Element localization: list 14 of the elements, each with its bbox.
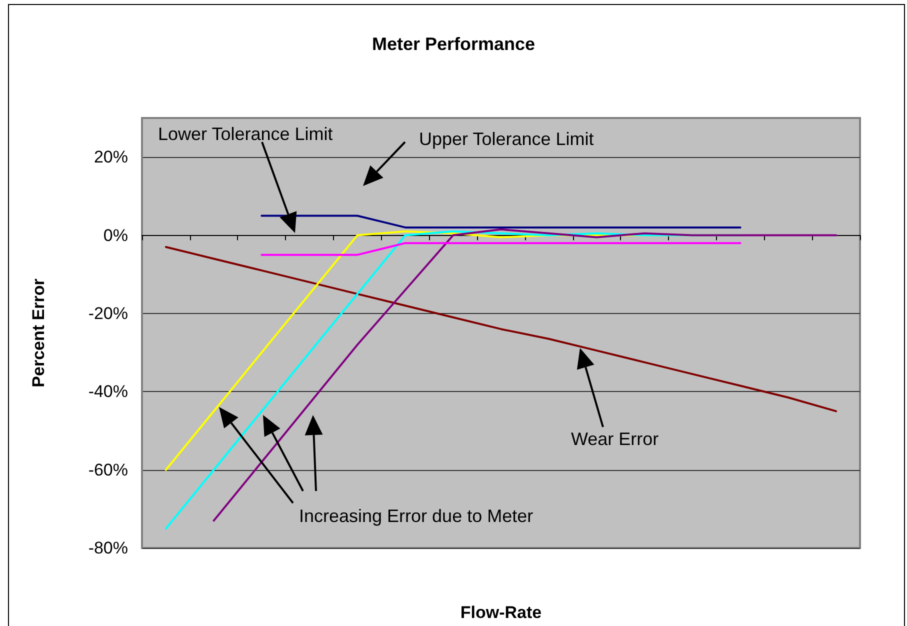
x-axis-title: Flow-Rate — [460, 603, 542, 622]
y-tick-label: -80% — [88, 538, 128, 558]
annotation: Upper Tolerance Limit — [419, 129, 594, 149]
annotation: Wear Error — [571, 429, 659, 449]
y-tick-label: 0% — [103, 226, 128, 245]
y-tick-label: -40% — [88, 382, 128, 402]
line-series — [164, 246, 838, 412]
annotation: Lower Tolerance Limit — [158, 124, 333, 144]
y-tick-label: -20% — [88, 304, 128, 323]
y-axis-title: Percent Error — [29, 278, 48, 388]
y-tick-label: 20% — [94, 148, 128, 167]
y-tick-label: -60% — [88, 460, 128, 480]
annotation: Increasing Error due to Meter — [299, 506, 534, 526]
chart-title: Meter Performance — [372, 34, 536, 54]
